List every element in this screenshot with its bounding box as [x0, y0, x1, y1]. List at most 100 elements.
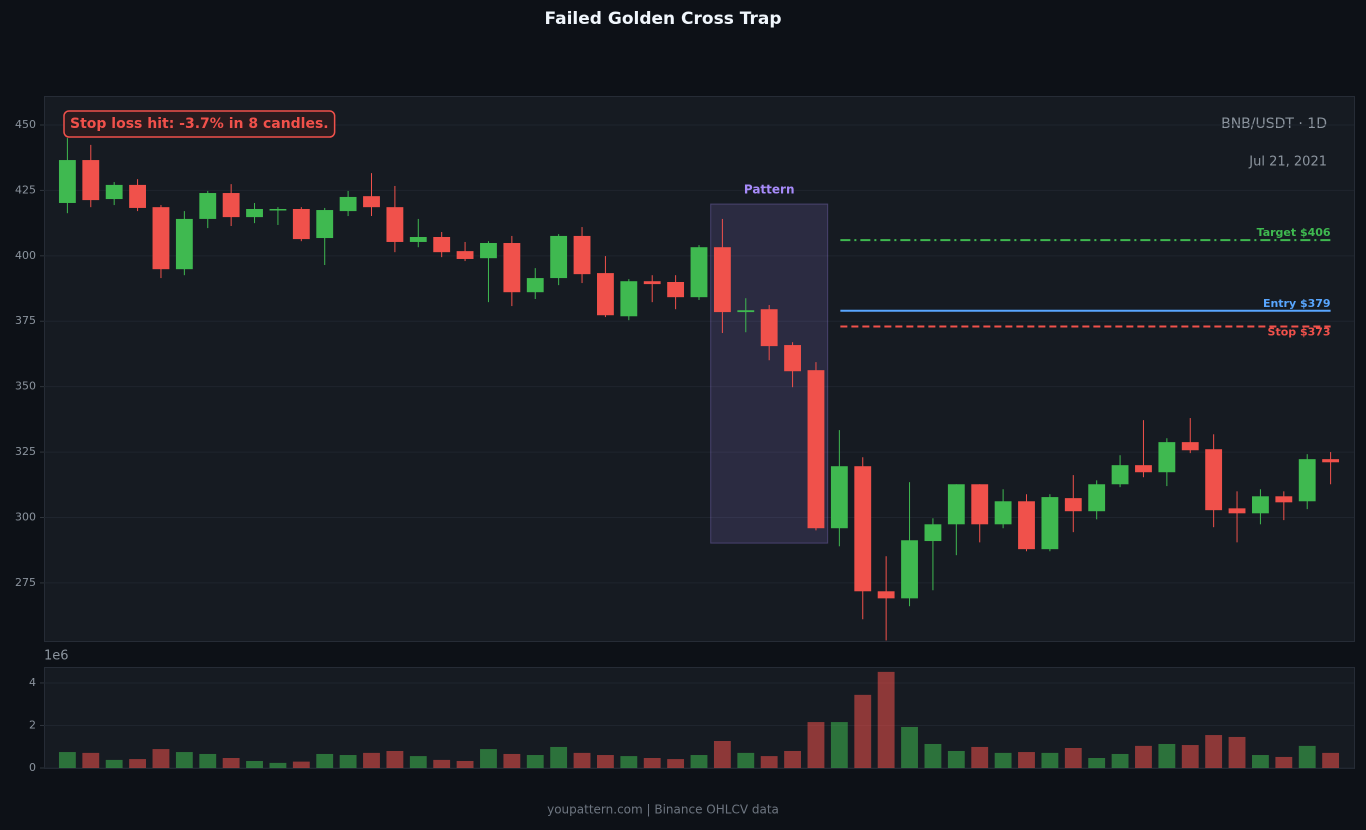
candle-body	[1135, 465, 1152, 473]
volume-bar	[1041, 752, 1059, 768]
candle-body	[807, 370, 825, 529]
candle-body	[58, 160, 76, 203]
candle-body	[456, 251, 474, 259]
volume-offset: 1e6	[44, 649, 69, 664]
volume-bar	[269, 762, 287, 768]
volume-bar	[456, 760, 474, 768]
volume-bar	[1322, 752, 1340, 768]
volume-bar	[152, 749, 170, 768]
volume-bar	[737, 752, 755, 768]
y-tick-label: 425	[15, 183, 36, 196]
y-tick-label: 325	[15, 445, 36, 458]
volume-bar	[1275, 756, 1293, 768]
candle-body	[433, 236, 451, 253]
level-label: Stop $373	[1268, 325, 1331, 338]
volume-bar	[1018, 752, 1035, 768]
volume-bar	[58, 752, 76, 768]
price-panel	[44, 96, 1355, 642]
volume-bar	[1088, 758, 1106, 768]
volume-bar	[433, 759, 451, 768]
volume-bar	[409, 756, 427, 768]
candle-body	[222, 193, 240, 218]
y-tick-label: 450	[15, 118, 36, 131]
volume-bar	[1228, 736, 1246, 768]
candle-body	[830, 466, 848, 529]
volume-bar	[1111, 753, 1129, 768]
y-tick-label: 275	[15, 576, 36, 589]
candle-body	[924, 524, 942, 542]
candle-body	[269, 208, 287, 211]
volume-bar	[807, 722, 825, 768]
volume-bar	[129, 759, 146, 768]
volume-tick-label: 4	[29, 676, 36, 689]
volume-bar	[526, 755, 544, 768]
volume-bar	[901, 726, 918, 768]
volume-bar	[713, 740, 731, 768]
candle-body	[971, 484, 989, 525]
candle-body	[760, 309, 778, 347]
candle-body	[573, 235, 591, 275]
candle-body	[713, 247, 731, 313]
candle-body	[316, 210, 334, 239]
chart-title: Failed Golden Cross Trap	[545, 9, 782, 29]
candle-body	[409, 236, 427, 242]
volume-bar	[1205, 735, 1223, 768]
volume-bar	[643, 758, 661, 768]
volume-bar	[947, 750, 965, 768]
candle-body	[1041, 497, 1059, 550]
candle-body	[901, 540, 918, 599]
candle-body	[1018, 501, 1035, 550]
volume-bar	[175, 752, 193, 768]
candle-body	[105, 184, 123, 200]
candle-body	[175, 218, 193, 270]
volume-bar	[105, 759, 123, 768]
candle-body	[1298, 459, 1316, 502]
footer: youpattern.com | Binance OHLCV data	[547, 803, 779, 817]
candle-body	[550, 235, 568, 279]
candle-body	[339, 196, 357, 212]
volume-bar	[690, 755, 708, 768]
volume-bar	[620, 756, 638, 768]
volume-bar	[1064, 748, 1082, 768]
level-label: Entry $379	[1263, 297, 1331, 310]
volume-bar	[597, 755, 614, 768]
candle-body	[994, 501, 1012, 525]
volume-bar	[550, 746, 568, 768]
level-label: Target $406	[1257, 226, 1331, 239]
candle-body	[1158, 442, 1176, 473]
volume-tick-label: 2	[29, 718, 36, 731]
candle-body	[1088, 484, 1106, 512]
y-tick-label: 350	[15, 380, 36, 393]
annotation-text: Stop loss hit: -3.7% in 8 candles.	[70, 116, 329, 132]
annotation-box	[63, 110, 336, 138]
volume-bar	[994, 752, 1012, 768]
volume-bar	[784, 750, 801, 768]
candle-body	[1322, 459, 1340, 463]
candle-body	[667, 281, 685, 298]
volume-bar	[316, 753, 334, 768]
volume-bar	[246, 760, 263, 768]
candle-body	[1228, 508, 1246, 514]
volume-bar	[971, 746, 989, 768]
candle-body	[152, 207, 170, 270]
volume-bar	[760, 756, 778, 768]
y-tick-label: 400	[15, 249, 36, 262]
volume-bar	[1158, 743, 1176, 768]
candle-body	[784, 345, 801, 372]
candle-body	[1252, 496, 1269, 514]
candle-body	[597, 273, 614, 316]
volume-bar	[830, 722, 848, 768]
candle-body	[526, 278, 544, 293]
candle-body	[1181, 442, 1199, 451]
volume-bar	[363, 752, 380, 768]
date-label: Jul 21, 2021	[1248, 155, 1327, 170]
candle-body	[480, 243, 497, 259]
volume-bar	[573, 752, 591, 768]
candle-body	[292, 208, 310, 240]
symbol-label: BNB/USDT · 1D	[1221, 116, 1327, 132]
volume-bar	[339, 755, 357, 768]
candle-body	[363, 196, 380, 208]
volume-bar	[292, 761, 310, 768]
